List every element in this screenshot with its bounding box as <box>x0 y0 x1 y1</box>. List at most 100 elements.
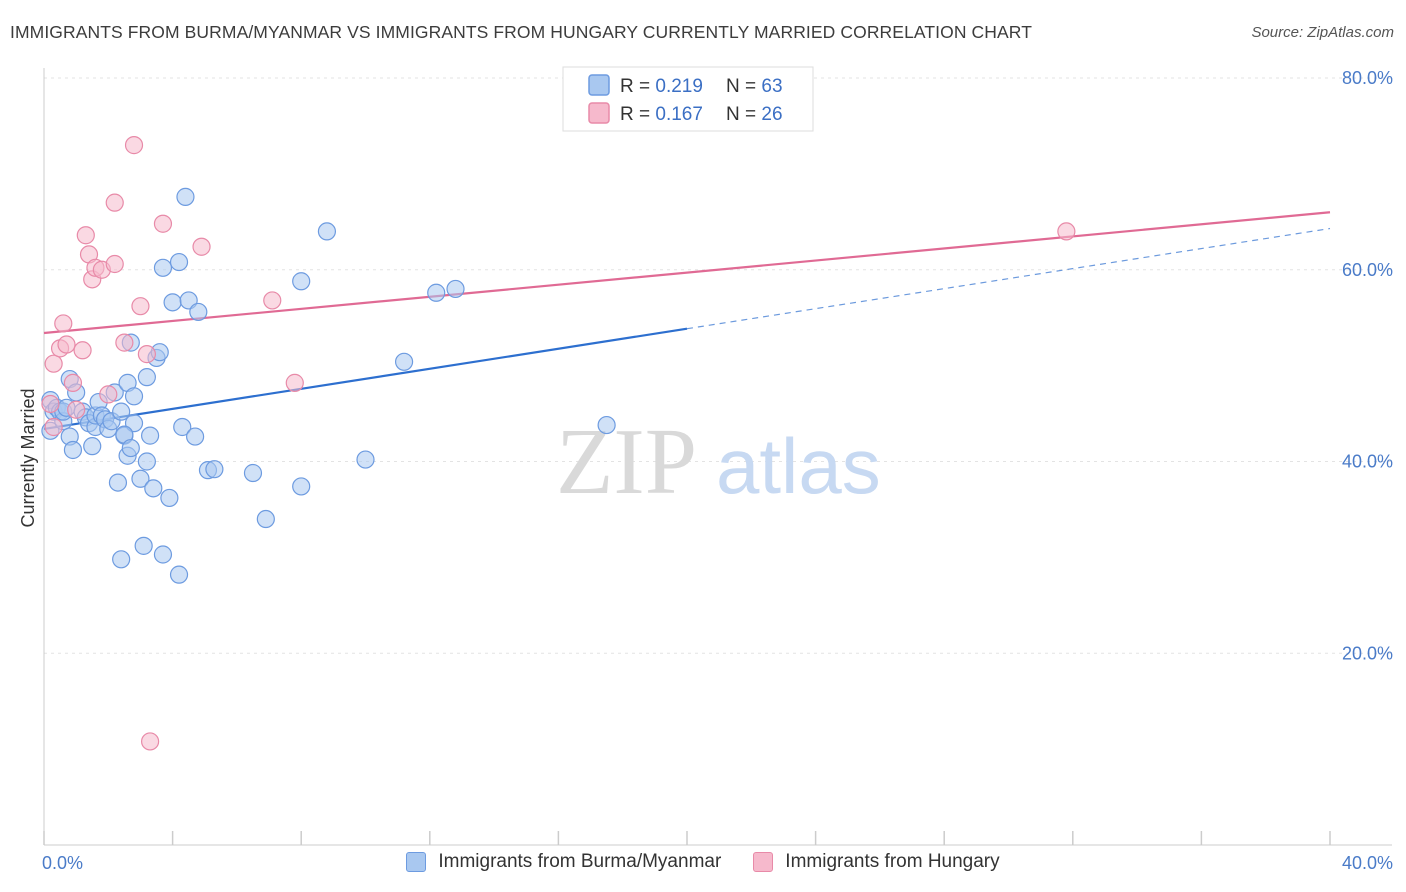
watermark-zip: ZIP <box>556 410 697 514</box>
legend-r-label: R = <box>620 104 655 125</box>
burma-point <box>144 479 163 498</box>
legend-swatch-blue <box>406 852 427 872</box>
hungary-point <box>57 335 76 354</box>
x-tick-label: 0.0% <box>42 853 83 873</box>
legend-n-label: N = <box>726 76 761 97</box>
burma-point <box>121 438 140 458</box>
correlation-legend: R = 0.219 N = 63 R = 0.167 N = 26 <box>562 66 814 132</box>
svg-text:N = 26: N = 26 <box>726 104 783 125</box>
hungary-point <box>44 354 63 373</box>
series-hungary-points <box>41 136 1076 751</box>
hungary-point <box>76 226 95 245</box>
burma-point <box>108 473 128 492</box>
burma-point <box>173 417 192 437</box>
hungary-point <box>263 291 282 310</box>
y-tick-label: 60.0% <box>1342 260 1393 280</box>
series-burma-points <box>41 187 616 584</box>
hungary-point <box>192 237 211 256</box>
burma-point <box>186 427 205 446</box>
burma-point <box>163 293 182 312</box>
hungary-point <box>285 373 304 392</box>
zipatlas-watermark: ZIP atlas <box>556 410 881 514</box>
y-axis-label: Currently Married <box>18 388 38 527</box>
burma-point <box>189 302 208 322</box>
trend-lines <box>43 211 1331 430</box>
burma-point <box>134 536 153 555</box>
legend-label-hungary: Immigrants from Hungary <box>785 851 1000 872</box>
x-tick-labels: 0.0% 40.0% <box>42 853 1393 873</box>
legend-r-value: 0.219 <box>655 76 703 97</box>
hungary-point <box>99 385 118 404</box>
burma-point <box>124 387 144 406</box>
burma-point <box>427 283 446 302</box>
hungary-point <box>1057 222 1076 241</box>
hungary-point <box>131 297 150 316</box>
burma-point <box>317 222 337 241</box>
series-legend: Immigrants from Burma/Myanmar Immigrants… <box>0 851 1406 873</box>
y-tick-label: 20.0% <box>1342 643 1393 663</box>
y-tick-label: 40.0% <box>1342 452 1393 472</box>
burma-point <box>137 368 156 387</box>
burma-point <box>394 352 414 371</box>
burma-point <box>356 450 375 469</box>
burma-point <box>131 469 150 488</box>
hungary-point <box>105 193 124 212</box>
hungary-point <box>44 417 63 437</box>
burma-point <box>160 488 179 508</box>
burma-point <box>243 463 263 483</box>
legend-n-value: 26 <box>761 104 782 125</box>
burma-point <box>153 545 173 564</box>
gridlines <box>44 77 1392 654</box>
y-tick-label: 80.0% <box>1342 68 1393 88</box>
hungary-point <box>153 214 173 233</box>
hungary-point <box>67 400 86 419</box>
burma-point <box>597 415 616 435</box>
svg-text:N = 63: N = 63 <box>726 76 783 97</box>
burma-point <box>256 509 275 529</box>
burma-point <box>83 437 102 456</box>
hungary-point <box>63 373 83 392</box>
burma-point <box>112 402 131 421</box>
svg-text:R = 0.219: R = 0.219 <box>620 76 703 97</box>
y-tick-labels: 20.0% 40.0% 60.0% 80.0% <box>1342 68 1393 663</box>
burma-trend-extension <box>686 227 1331 330</box>
legend-swatch-blue <box>588 74 610 96</box>
legend-n-value: 63 <box>761 76 782 97</box>
hungary-point <box>137 345 156 364</box>
burma-point <box>112 550 131 569</box>
burma-point <box>140 426 160 445</box>
burma-point <box>169 252 189 272</box>
svg-text:R = 0.167: R = 0.167 <box>620 104 703 125</box>
hungary-point <box>140 732 160 751</box>
burma-point <box>63 440 83 460</box>
hungary-point <box>115 333 134 352</box>
legend-n-label: N = <box>726 104 761 125</box>
axes <box>43 68 1392 846</box>
burma-point <box>176 187 195 206</box>
source-credit: Source: ZipAtlas.com <box>1251 24 1394 41</box>
legend-item-hungary: Immigrants from Hungary <box>753 851 1000 873</box>
burma-point <box>205 460 224 479</box>
legend-r-label: R = <box>620 76 655 97</box>
burma-point <box>292 477 311 496</box>
x-tick-label: 40.0% <box>1342 853 1393 873</box>
burma-point <box>169 565 189 584</box>
burma-point <box>137 452 156 471</box>
data-points <box>41 136 1076 751</box>
legend-item-burma: Immigrants from Burma/Myanmar <box>406 851 721 873</box>
burma-trend-line <box>43 327 688 430</box>
legend-swatch-pink <box>753 852 774 872</box>
legend-swatch-pink <box>588 102 610 124</box>
burma-point <box>153 258 173 277</box>
watermark-atlas: atlas <box>716 422 881 510</box>
chart-title: IMMIGRANTS FROM BURMA/MYANMAR VS IMMIGRA… <box>10 22 1032 42</box>
hungary-point <box>41 394 60 414</box>
hungary-trend-line <box>43 211 1331 335</box>
legend-r-value: 0.167 <box>655 104 703 125</box>
burma-point <box>446 279 465 299</box>
hungary-point <box>124 136 144 155</box>
legend-label-burma: Immigrants from Burma/Myanmar <box>438 851 722 872</box>
burma-point <box>292 272 311 291</box>
hungary-point <box>73 341 92 360</box>
